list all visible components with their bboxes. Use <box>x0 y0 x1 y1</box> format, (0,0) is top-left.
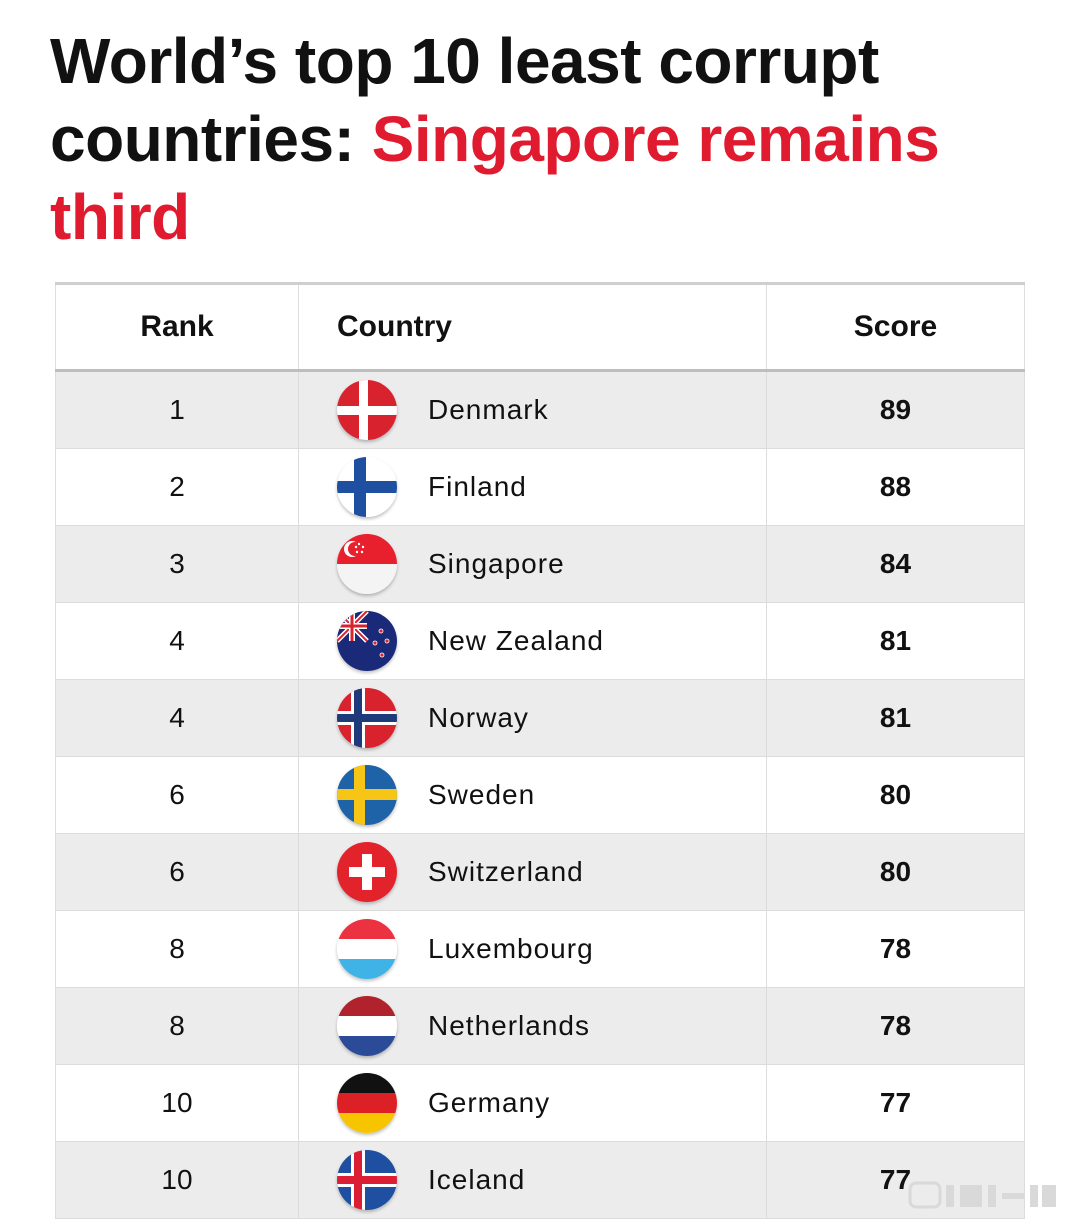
country-name: Sweden <box>428 779 536 810</box>
finland-flag-icon <box>337 457 397 517</box>
header-country: Country <box>298 282 767 372</box>
table-row: 8 Netherlands 78 <box>55 987 1025 1065</box>
country-name: New Zealand <box>428 625 604 656</box>
table-row: 2 Finland 88 <box>55 448 1025 526</box>
country-name: Switzerland <box>428 856 584 887</box>
score-cell: 77 <box>766 1064 1025 1142</box>
score-cell: 80 <box>766 833 1025 911</box>
luxembourg-flag-icon <box>337 919 397 979</box>
score-cell: 89 <box>766 370 1025 449</box>
header-rank: Rank <box>55 282 299 372</box>
new-zealand-flag-icon <box>337 611 397 671</box>
rank-cell: 2 <box>55 448 299 526</box>
country-name: Finland <box>428 471 527 502</box>
rank-cell: 6 <box>55 833 299 911</box>
denmark-flag-icon <box>337 380 397 440</box>
rank-cell: 10 <box>55 1141 299 1219</box>
page-title: World’s top 10 least corrupt countries: … <box>50 22 1040 256</box>
score-cell: 81 <box>766 602 1025 680</box>
headline-part2: Singapore remains third <box>50 103 940 253</box>
table-row: 10 Germany 77 <box>55 1064 1025 1142</box>
rank-cell: 3 <box>55 525 299 603</box>
country-name: Germany <box>428 1087 551 1118</box>
country-name: Norway <box>428 702 529 733</box>
country-name: Singapore <box>428 548 565 579</box>
table-row: 1 Denmark 89 <box>55 370 1025 449</box>
sweden-flag-icon <box>337 765 397 825</box>
table-row: 3 Singapore 84 <box>55 525 1025 603</box>
table-row: 10 Iceland 77 <box>55 1141 1025 1219</box>
singapore-flag-icon <box>337 534 397 594</box>
table-header-row: Rank Country Score <box>55 282 1025 372</box>
table-row: 8 Luxembourg 78 <box>55 910 1025 988</box>
rank-cell: 8 <box>55 987 299 1065</box>
rank-cell: 1 <box>55 370 299 449</box>
rank-cell: 8 <box>55 910 299 988</box>
country-name: Denmark <box>428 394 549 425</box>
score-cell: 88 <box>766 448 1025 526</box>
switzerland-flag-icon <box>337 842 397 902</box>
headline-part1: World’s top 10 least corrupt countries: <box>50 25 879 175</box>
iceland-flag-icon <box>337 1150 397 1210</box>
country-name: Luxembourg <box>428 933 594 964</box>
rank-cell: 10 <box>55 1064 299 1142</box>
table-row: 6 Sweden 80 <box>55 756 1025 834</box>
watermark-logo <box>908 1181 1056 1209</box>
table-row: 4 Norway 81 <box>55 679 1025 757</box>
germany-flag-icon <box>337 1073 397 1133</box>
score-cell: 78 <box>766 987 1025 1065</box>
netherlands-flag-icon <box>337 996 397 1056</box>
score-cell: 80 <box>766 756 1025 834</box>
country-name: Iceland <box>428 1164 526 1195</box>
score-cell: 81 <box>766 679 1025 757</box>
score-cell: 78 <box>766 910 1025 988</box>
table-row: 6 Switzerland 80 <box>55 833 1025 911</box>
header-score: Score <box>766 282 1025 372</box>
rank-cell: 4 <box>55 602 299 680</box>
score-cell: 84 <box>766 525 1025 603</box>
rank-cell: 4 <box>55 679 299 757</box>
table-row: 4 New Zealand 81 <box>55 602 1025 680</box>
rank-cell: 6 <box>55 756 299 834</box>
ranking-table: Rank Country Score 1 Denmark 89 2 Finlan… <box>55 282 1025 1219</box>
norway-flag-icon <box>337 688 397 748</box>
country-name: Netherlands <box>428 1010 590 1041</box>
